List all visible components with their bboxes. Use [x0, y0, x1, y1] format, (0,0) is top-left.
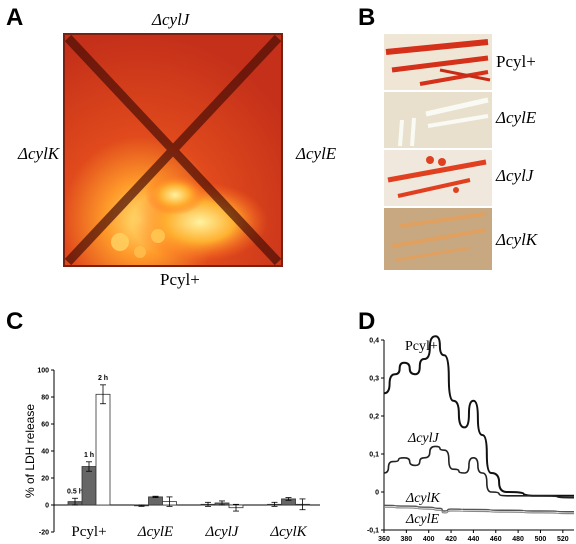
y-tick-label: 40	[41, 449, 49, 456]
x-tick-label: 460	[490, 536, 502, 543]
x-tick-label: 520	[557, 536, 569, 543]
colony	[151, 229, 165, 243]
strip-cylj	[384, 150, 492, 206]
x-tick-label: 380	[401, 536, 413, 543]
plate-label-top: ΔcylJ	[152, 10, 190, 29]
y-tick-label: 0	[375, 490, 379, 497]
x-tick-label: 440	[468, 536, 480, 543]
y-axis-label: % of LDH release	[23, 404, 37, 498]
x-tick-label: 420	[445, 536, 457, 543]
panel-letter-d: D	[358, 308, 376, 335]
strip-label-pcyl: Pcyl+	[496, 52, 536, 71]
category-label: ΔcylK	[269, 524, 307, 540]
strip-pcyl	[384, 34, 492, 90]
glow-zone-2	[145, 175, 205, 215]
colony	[134, 246, 146, 258]
y-tick-label: 0,1	[369, 452, 379, 459]
y-tick-label: 0,2	[369, 414, 379, 421]
bar-annotation: 2 h	[98, 375, 108, 382]
plate-streak-lines	[64, 34, 282, 266]
y-tick-label: 100	[37, 368, 49, 375]
strip-cylk	[384, 208, 492, 270]
spectrum-line	[383, 335, 574, 497]
spectrum-line	[383, 445, 575, 499]
category-label: ΔcylJ	[205, 524, 240, 540]
panel-letter-a: A	[6, 4, 24, 31]
strip-cyle	[384, 92, 492, 148]
strip-label-cylj: ΔcylJ	[496, 166, 534, 185]
strip-label-cylk: ΔcylK	[496, 230, 538, 249]
category-label: ΔcylE	[137, 524, 173, 540]
colony	[111, 233, 129, 251]
plate-label-left: ΔcylK	[18, 144, 60, 163]
series-label: Pcyl+	[405, 339, 438, 354]
x-tick-label: 360	[378, 536, 390, 543]
strip-label-cyle: ΔcylE	[496, 108, 537, 127]
series-label: ΔcylJ	[407, 431, 440, 446]
plate-label-right: ΔcylE	[296, 144, 337, 163]
y-tick-label: -0,1	[367, 528, 379, 535]
spectrum-line	[383, 504, 575, 513]
y-tick-label: -20	[39, 530, 49, 537]
y-tick-label: 0,3	[369, 376, 379, 383]
y-tick-label: 0	[45, 503, 49, 510]
series-label: ΔcylK	[405, 491, 441, 506]
spectrum-line	[383, 506, 575, 515]
y-tick-label: 80	[41, 395, 49, 402]
x-tick-label: 500	[535, 536, 547, 543]
x-tick-label: 480	[512, 536, 524, 543]
series-label: ΔcylE	[405, 512, 440, 527]
x-tick-label: 400	[423, 536, 435, 543]
y-tick-label: 60	[41, 422, 49, 429]
y-tick-label: 0,4	[369, 338, 379, 345]
category-label: Pcyl+	[71, 524, 106, 540]
bar-annotation: 1 h	[84, 452, 94, 459]
panel-letter-b: B	[358, 4, 376, 31]
y-tick-label: 20	[41, 476, 49, 483]
panel-letter-c: C	[6, 308, 24, 335]
bar-annotation: 0.5 h	[67, 488, 83, 495]
plate-label-bottom: Pcyl+	[160, 270, 200, 289]
plate-frame	[63, 33, 283, 267]
